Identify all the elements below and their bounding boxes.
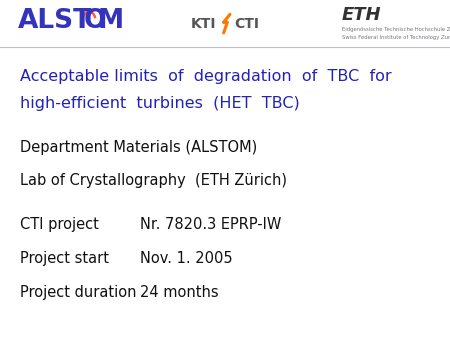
Text: Project duration: Project duration — [20, 285, 137, 300]
Text: ETH: ETH — [342, 6, 382, 24]
Text: Department Materials (ALSTOM): Department Materials (ALSTOM) — [20, 140, 257, 154]
Text: Nov. 1. 2005: Nov. 1. 2005 — [140, 251, 232, 266]
Text: Project start: Project start — [20, 251, 109, 266]
Text: high-efficient  turbines  (HET  TBC): high-efficient turbines (HET TBC) — [20, 96, 300, 111]
Text: M: M — [98, 8, 124, 34]
Text: ALST: ALST — [18, 8, 92, 34]
Text: Eidgenössische Technische Hochschule Zürich: Eidgenössische Technische Hochschule Zür… — [342, 27, 450, 32]
Text: O: O — [83, 8, 106, 34]
Text: KTI: KTI — [191, 17, 217, 31]
Text: 24 months: 24 months — [140, 285, 218, 300]
Text: Swiss Federal Institute of Technology Zurich: Swiss Federal Institute of Technology Zu… — [342, 35, 450, 40]
Text: Nr. 7820.3 EPRP-IW: Nr. 7820.3 EPRP-IW — [140, 217, 281, 232]
Text: Lab of Crystallography  (ETH Zürich): Lab of Crystallography (ETH Zürich) — [20, 173, 287, 188]
Text: CTI: CTI — [234, 17, 259, 31]
Text: Acceptable limits  of  degradation  of  TBC  for: Acceptable limits of degradation of TBC … — [20, 69, 392, 83]
Text: CTI project: CTI project — [20, 217, 99, 232]
